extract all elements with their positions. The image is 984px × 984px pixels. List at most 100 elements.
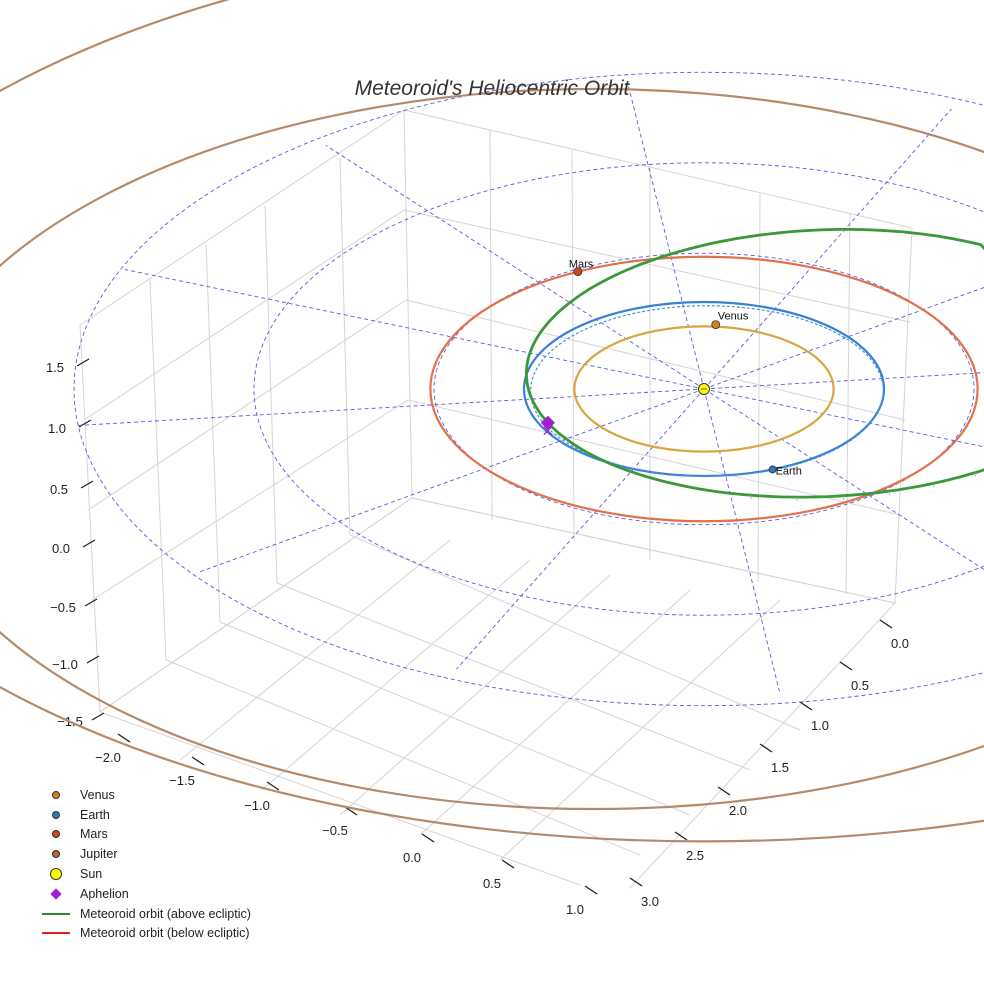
x-tick-label: 0.0 xyxy=(403,850,421,865)
z-tick-mark xyxy=(76,358,90,367)
y-tick-label: 2.5 xyxy=(686,848,704,863)
y-tick-label: 3.0 xyxy=(641,894,659,909)
legend-item: Aphelion xyxy=(38,884,251,904)
aphelion-marker xyxy=(540,415,555,430)
legend-item: Meteoroid orbit (below ecliptic) xyxy=(38,924,251,944)
x-tick-label: −2.0 xyxy=(95,750,121,765)
x-tick-label: 1.0 xyxy=(566,902,584,917)
x-tick-label: 0.5 xyxy=(483,876,501,891)
x-tick-mark xyxy=(344,806,358,816)
y-tick-mark xyxy=(879,619,893,629)
x-tick-mark xyxy=(421,833,435,843)
legend: Venus Earth Mars Jupiter Sun Aphelion Meteoroi… xyxy=(38,785,251,943)
z-tick-mark xyxy=(86,655,100,664)
ecliptic-ring xyxy=(433,252,975,526)
x-tick-label: −1.0 xyxy=(244,798,270,813)
orbit-mars xyxy=(429,255,979,523)
z-tick-label: 0.0 xyxy=(52,541,70,556)
ecliptic-spoke xyxy=(199,388,705,573)
mars-label: Mars xyxy=(569,259,594,271)
ecliptic-spoke xyxy=(456,388,705,670)
y-tick-mark xyxy=(839,661,853,671)
y-tick-label: 1.5 xyxy=(771,760,789,775)
legend-swatch xyxy=(52,830,60,839)
x-tick-mark xyxy=(501,859,515,869)
y-tick-mark xyxy=(674,831,688,841)
ecliptic-reference-grid xyxy=(73,71,984,707)
legend-key xyxy=(38,912,74,915)
x-tick-label: −1.5 xyxy=(169,773,195,788)
ecliptic-spoke xyxy=(703,287,984,390)
y-tick-mark xyxy=(759,743,773,753)
legend-item: Venus xyxy=(38,785,251,805)
mars-marker xyxy=(573,267,583,277)
z-tick-label: −1.0 xyxy=(52,657,78,672)
z-tick-label: 1.0 xyxy=(48,421,66,436)
legend-label: Aphelion xyxy=(80,886,129,901)
legend-key xyxy=(38,888,74,900)
legend-swatch xyxy=(52,850,60,859)
legend-swatch xyxy=(52,790,60,799)
legend-key xyxy=(38,810,74,819)
planet-orbits xyxy=(0,0,984,843)
ecliptic-spoke xyxy=(703,388,780,692)
earth-label: Earth xyxy=(776,465,802,477)
y-tick-label: 1.0 xyxy=(811,718,829,733)
x-tick-mark xyxy=(117,733,131,743)
ecliptic-spoke xyxy=(703,108,952,390)
aphelion-projection xyxy=(543,426,553,436)
legend-key xyxy=(38,830,74,839)
ecliptic-spoke xyxy=(703,388,984,570)
orbit-earth-trace xyxy=(529,305,884,477)
ecliptic-ring xyxy=(73,71,984,707)
earth-marker xyxy=(768,465,777,474)
legend-key xyxy=(38,850,74,859)
z-tick-mark xyxy=(84,598,98,607)
z-tick-mark xyxy=(82,539,96,548)
legend-swatch xyxy=(42,932,70,935)
orbit-jupiter-visible xyxy=(0,88,984,810)
legend-item: Mars xyxy=(38,825,251,845)
legend-swatch xyxy=(52,810,60,819)
venus-marker xyxy=(711,320,721,330)
axis-tick-marks xyxy=(76,358,893,895)
z-tick-label: −0.5 xyxy=(50,600,76,615)
x-tick-mark xyxy=(266,781,280,791)
ecliptic-spoke xyxy=(703,372,984,390)
legend-label: Mars xyxy=(80,827,108,842)
tick-labels: −2.0 −1.5 −1.0 −0.5 0.0 0.5 1.0 0.0 0.5 1.0 1.5 2.0… xyxy=(46,360,909,917)
ecliptic-spoke xyxy=(703,388,984,448)
legend-key xyxy=(38,790,74,799)
orbit-jupiter xyxy=(0,0,984,843)
meteoroid-orbit-above xyxy=(525,228,984,499)
orbit-earth xyxy=(522,300,886,478)
y-tick-label: 2.0 xyxy=(729,803,747,818)
z-tick-mark xyxy=(78,419,92,428)
x-tick-mark xyxy=(191,756,205,766)
orbit-venus xyxy=(573,325,835,453)
legend-item: Jupiter xyxy=(38,844,251,864)
ecliptic-spoke xyxy=(124,268,705,390)
legend-label: Earth xyxy=(80,807,110,822)
legend-item: Meteoroid orbit (above ecliptic) xyxy=(38,904,251,924)
legend-label: Sun xyxy=(80,867,103,882)
y-tick-mark xyxy=(629,877,643,887)
ecliptic-spoke xyxy=(78,388,705,426)
y-tick-label: 0.0 xyxy=(891,636,909,651)
legend-swatch xyxy=(42,912,70,915)
y-tick-mark xyxy=(799,701,813,711)
legend-label: Jupiter xyxy=(80,847,118,862)
legend-item: Sun xyxy=(38,864,251,884)
legend-label: Meteoroid orbit (below ecliptic) xyxy=(80,926,250,941)
x-tick-mark xyxy=(584,885,598,895)
z-tick-label: 0.5 xyxy=(50,482,68,497)
z-tick-mark xyxy=(80,480,94,489)
meteoroid-orbit xyxy=(525,228,984,502)
y-tick-label: 0.5 xyxy=(851,678,869,693)
body-markers: Mars Venus Earth xyxy=(540,259,802,477)
legend-swatch xyxy=(50,868,62,881)
legend-label: Venus xyxy=(80,787,115,802)
legend-key xyxy=(38,868,74,881)
x-tick-label: −0.5 xyxy=(322,823,348,838)
